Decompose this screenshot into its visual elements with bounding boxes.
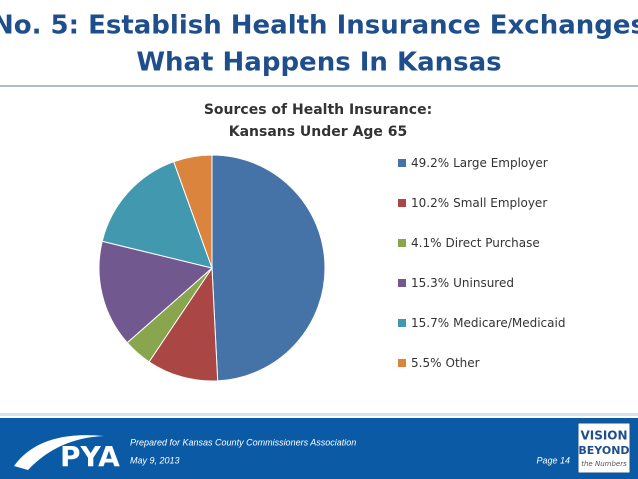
- chart-title: Sources of Health Insurance:: [204, 102, 432, 118]
- slide-title: No. 5: Establish Health Insurance Exchan…: [0, 11, 638, 41]
- legend-swatch: [398, 279, 406, 287]
- legend-label: 10.2% Small Employer: [411, 196, 547, 210]
- legend-label: 4.1% Direct Purchase: [411, 236, 540, 250]
- legend-swatch: [398, 239, 406, 247]
- badge: [577, 422, 631, 474]
- legend-category: Small Employer: [453, 196, 547, 210]
- legend-label: 5.5% Other: [411, 356, 480, 370]
- legend-category: Direct Purchase: [446, 236, 540, 250]
- legend-value: 49.2%: [411, 156, 449, 170]
- legend-label: 15.7% Medicare/Medicaid: [411, 316, 565, 330]
- footer-line: [0, 413, 638, 416]
- footer-date: May 9, 2013: [130, 455, 180, 465]
- pie: [98, 154, 326, 382]
- pie-slice: [101, 161, 213, 269]
- legend-label: 15.3% Uninsured: [411, 276, 514, 290]
- legend-category: Other: [446, 356, 480, 370]
- logo-swoosh: [14, 435, 104, 470]
- badge-text: VISION: [580, 429, 627, 443]
- chart-title: Kansans Under Age 65: [229, 124, 408, 140]
- footer-band: [0, 418, 638, 479]
- footer-note: Prepared for Kansas County Commissioners…: [130, 437, 356, 447]
- legend-swatch: [398, 359, 406, 367]
- legend-category: Large Employer: [453, 156, 548, 170]
- legend-swatch: [398, 159, 406, 167]
- badge-text: BEYOND: [578, 444, 629, 457]
- pie-slice: [148, 266, 219, 382]
- pie-slice: [211, 154, 326, 382]
- legend-value: 4.1%: [411, 236, 442, 250]
- legend-swatch: [398, 199, 406, 207]
- page-number: Page 14: [536, 455, 570, 465]
- legend: 49.2% Large Employer 10.2% Small Employer 4.…: [398, 156, 565, 370]
- legend-label: 49.2% Large Employer: [411, 156, 548, 170]
- legend-swatch: [398, 319, 406, 327]
- pie-slice: [173, 154, 213, 269]
- legend-value: 15.3%: [411, 276, 449, 290]
- legend-value: 10.2%: [411, 196, 449, 210]
- legend-category: Medicare/Medicaid: [453, 316, 565, 330]
- slide-title: What Happens In Kansas: [136, 48, 501, 78]
- badge-text: the Numbers: [581, 460, 627, 468]
- legend-value: 5.5%: [411, 356, 442, 370]
- legend-category: Uninsured: [453, 276, 514, 290]
- logo: PYA: [60, 440, 120, 473]
- pie-slice: [98, 240, 214, 344]
- legend-value: 15.7%: [411, 316, 449, 330]
